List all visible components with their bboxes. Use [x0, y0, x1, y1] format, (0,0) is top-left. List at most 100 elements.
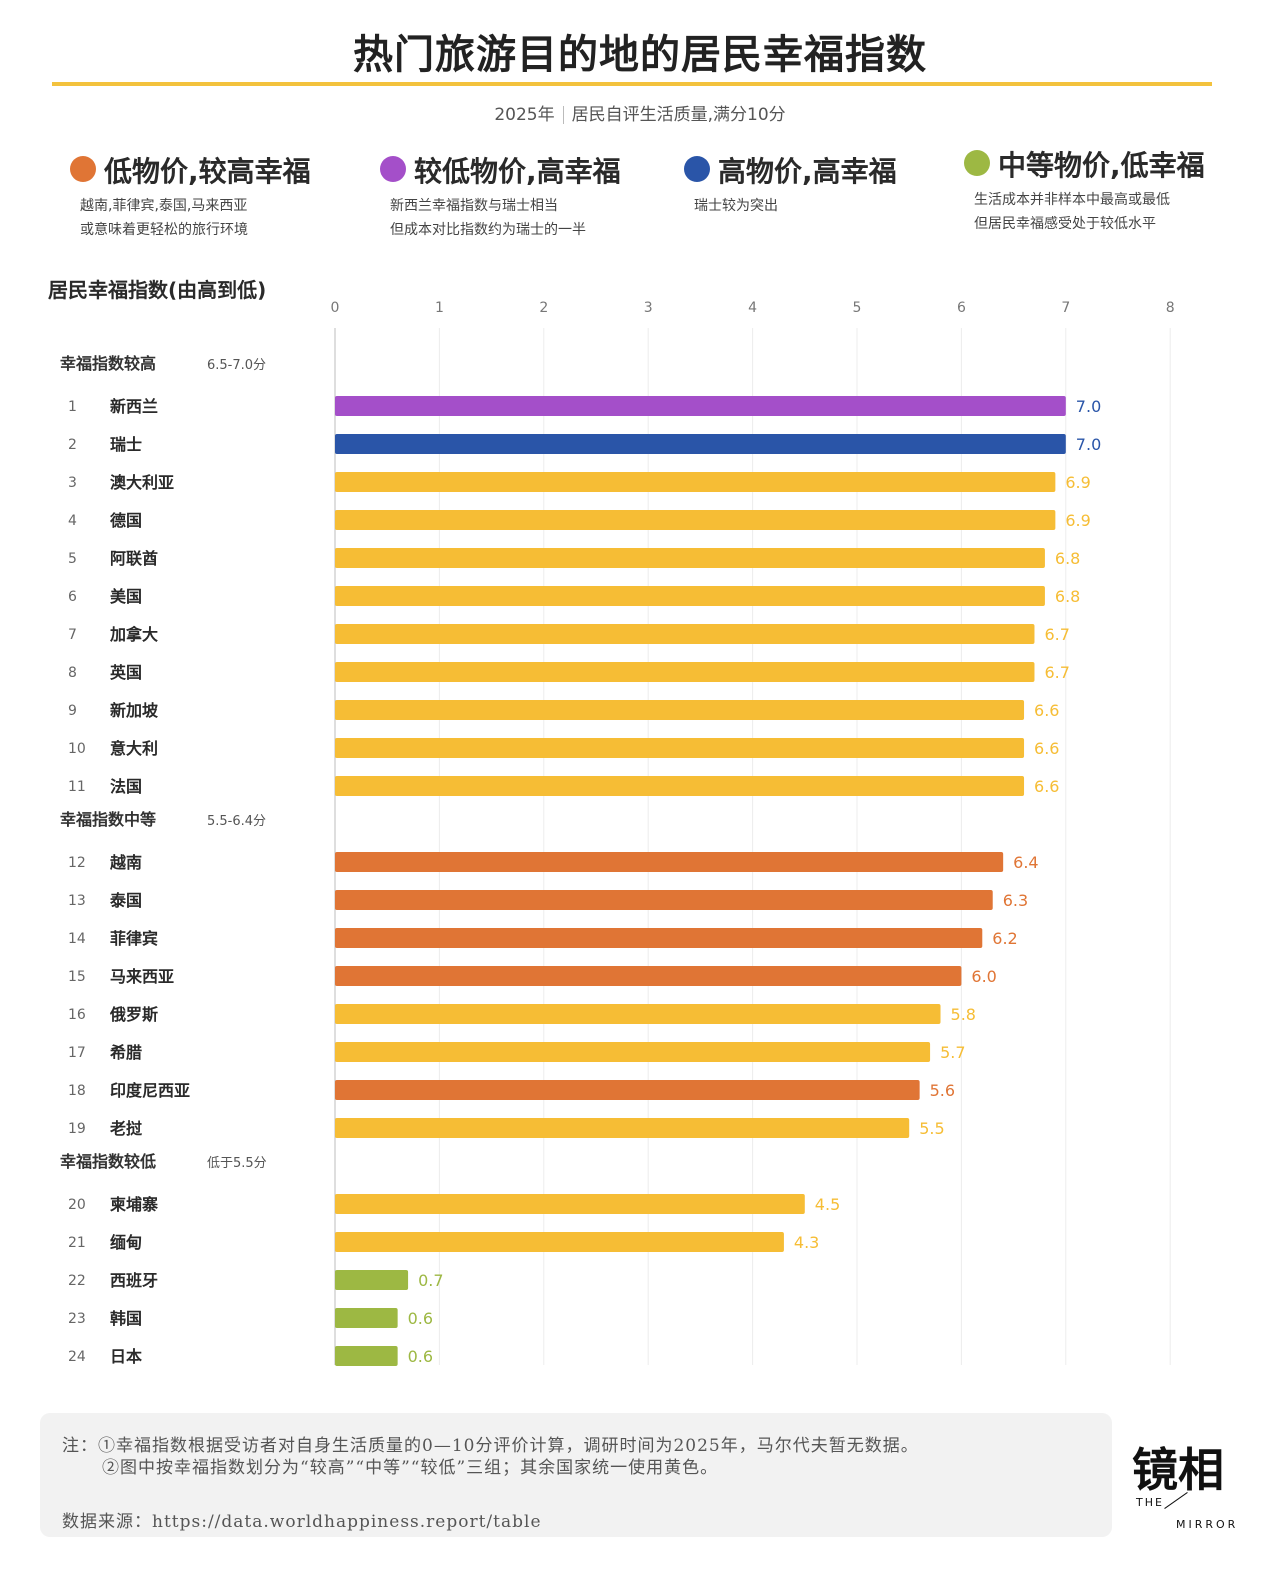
legend-desc-line: 生活成本并非样本中最高或最低 [974, 192, 1170, 208]
value-label: 6.2 [992, 929, 1017, 948]
group-header: 幸福指数较低 [60, 1152, 156, 1171]
legend-dot-blue [684, 156, 710, 182]
legend-dot-purple [380, 156, 406, 182]
bar [335, 586, 1045, 606]
group-range: 6.5-7.0分 [207, 358, 266, 373]
rank-label: 3 [68, 475, 77, 491]
subtitle: 2025年 居民自评生活质量,满分10分 [0, 100, 1280, 125]
value-label: 5.6 [930, 1081, 955, 1100]
value-label: 6.7 [1044, 625, 1069, 644]
rank-label: 2 [68, 437, 77, 453]
value-label: 4.3 [794, 1233, 819, 1252]
rank-label: 8 [68, 665, 77, 681]
rank-label: 18 [68, 1083, 86, 1099]
bar [335, 434, 1066, 454]
legend-desc-line: 但居民幸福感受处于较低水平 [974, 216, 1156, 232]
bar [335, 1004, 941, 1024]
rank-label: 12 [68, 855, 86, 871]
country-label: 新西兰 [110, 397, 158, 416]
x-tick-label: 4 [748, 300, 757, 316]
bar [335, 890, 993, 910]
bar [335, 1042, 931, 1062]
note-line-1: 注：①幸福指数根据受访者对自身生活质量的0—10分评价计算，调研时间为2025年… [62, 1436, 919, 1456]
note-line-2: ②图中按幸福指数划分为“较高”“中等”“较低”三组；其余国家统一使用黄色。 [102, 1458, 719, 1478]
logo-mirror: MIRROR [1176, 1518, 1239, 1531]
rank-label: 1 [68, 399, 77, 415]
rank-label: 21 [68, 1235, 86, 1251]
bar [335, 700, 1025, 720]
country-label: 老挝 [109, 1119, 143, 1138]
legend-desc-line: 或意味着更轻松的旅行环境 [80, 222, 248, 238]
title-divider [52, 82, 1212, 86]
bar [335, 510, 1056, 530]
value-label: 0.6 [408, 1309, 433, 1328]
country-label: 西班牙 [110, 1271, 158, 1290]
bar [335, 1080, 920, 1100]
country-label: 缅甸 [110, 1233, 142, 1252]
rank-label: 23 [68, 1311, 86, 1327]
chart-heading: 居民幸福指数(由高到低) [48, 278, 267, 302]
bar [335, 1118, 910, 1138]
legend-dot-orange [70, 156, 96, 182]
value-label: 5.8 [951, 1005, 976, 1024]
bar [335, 1308, 398, 1328]
brand-logo: 镜相 THE MIRROR [1132, 1438, 1252, 1538]
rank-label: 20 [68, 1197, 86, 1213]
rank-label: 22 [68, 1273, 86, 1289]
x-tick-label: 3 [644, 300, 653, 316]
x-tick-label: 6 [957, 300, 966, 316]
country-label: 柬埔寨 [110, 1195, 158, 1214]
rank-label: 11 [68, 779, 86, 795]
country-label: 德国 [110, 511, 142, 530]
logo-mark-text: 镜相 [1132, 1443, 1224, 1497]
country-label: 俄罗斯 [109, 1005, 158, 1024]
rank-label: 15 [68, 969, 86, 985]
rank-label: 24 [68, 1349, 86, 1365]
legend-desc-line: 瑞士较为突出 [694, 198, 778, 214]
legend-label: 低物价,较高幸福 [104, 155, 311, 188]
country-label: 瑞士 [110, 435, 142, 454]
subtitle-desc: 居民自评生活质量,满分10分 [571, 105, 786, 125]
x-tick-label: 1 [435, 300, 444, 316]
data-source: 数据来源：https://data.worldhappiness.report/… [62, 1512, 542, 1532]
bar [335, 928, 983, 948]
value-label: 6.6 [1034, 739, 1059, 758]
value-label: 7.0 [1076, 397, 1101, 416]
value-label: 0.7 [418, 1271, 443, 1290]
country-label: 菲律宾 [110, 929, 158, 948]
country-label: 印度尼西亚 [110, 1081, 190, 1100]
rank-label: 13 [68, 893, 86, 909]
country-label: 希腊 [110, 1043, 142, 1062]
country-label: 阿联酋 [110, 549, 158, 568]
bar [335, 852, 1004, 872]
bar [335, 472, 1056, 492]
rank-label: 6 [68, 589, 77, 605]
country-label: 新加坡 [110, 701, 159, 720]
legend-desc: 新西兰幸福指数与瑞士相当 但成本对比指数约为瑞士的一半 [390, 194, 586, 242]
legend-desc-line: 但成本对比指数约为瑞士的一半 [390, 222, 586, 238]
bar [335, 396, 1066, 416]
legend-desc: 越南,菲律宾,泰国,马来西亚 或意味着更轻松的旅行环境 [80, 194, 248, 242]
value-label: 6.8 [1055, 587, 1080, 606]
country-label: 英国 [109, 663, 142, 682]
value-label: 5.5 [919, 1119, 944, 1138]
value-label: 6.3 [1003, 891, 1028, 910]
country-label: 意大利 [110, 739, 158, 758]
country-label: 越南 [109, 853, 142, 872]
notes-panel: 注：①幸福指数根据受访者对自身生活质量的0—10分评价计算，调研时间为2025年… [40, 1413, 1112, 1537]
x-tick-label: 2 [539, 300, 548, 316]
country-label: 泰国 [109, 891, 142, 910]
rank-label: 9 [68, 703, 77, 719]
legend-dot-green [964, 150, 990, 176]
value-label: 5.7 [940, 1043, 965, 1062]
value-label: 6.6 [1034, 701, 1059, 720]
x-tick-label: 0 [331, 300, 340, 316]
legend-label: 中等物价,低幸福 [998, 149, 1205, 182]
x-tick-label: 7 [1061, 300, 1070, 316]
rank-label: 4 [68, 513, 77, 529]
group-header: 幸福指数较高 [60, 354, 156, 373]
group-range: 5.5-6.4分 [207, 814, 266, 829]
bar [335, 1232, 784, 1252]
value-label: 6.8 [1055, 549, 1080, 568]
